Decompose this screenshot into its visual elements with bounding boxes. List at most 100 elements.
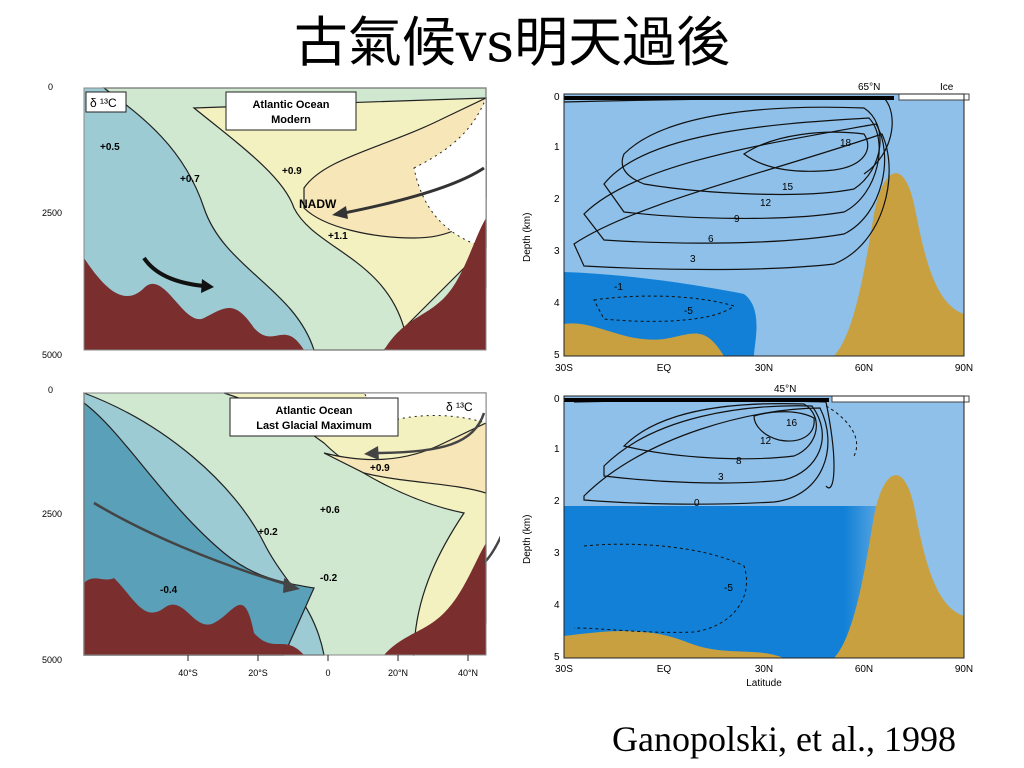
- contour-label: 8: [736, 456, 742, 467]
- latitude-marker: 45°N: [774, 384, 796, 395]
- overflow-contour: [825, 405, 858, 457]
- y-axis-label: Depth (km): [522, 515, 533, 564]
- slide-title: 古氣候vs明天過後: [293, 11, 731, 74]
- delta-label: δ ¹³C: [446, 400, 473, 414]
- title-box: [229, 397, 399, 437]
- sea-ice: [831, 395, 970, 403]
- y-tick: 3: [554, 246, 560, 257]
- deep-arrow: [93, 501, 290, 587]
- delta-label: δ ¹³C: [90, 96, 117, 110]
- contour-label: +1.1: [328, 231, 348, 242]
- y-tick: 0: [554, 394, 560, 405]
- contour-label: +0.6: [320, 505, 340, 516]
- y-tick: 1: [554, 142, 560, 153]
- y-tick-5000: 5000: [42, 350, 62, 360]
- streamfunction-contours: [563, 97, 893, 271]
- citation: Ganopolski, et al., 1998: [612, 719, 956, 759]
- seafloor-right: [384, 218, 486, 350]
- y-tick-2500: 2500: [42, 208, 62, 218]
- x-tick: 20°N: [388, 668, 408, 678]
- frame: [563, 93, 965, 357]
- x-tick: 30S: [555, 664, 573, 675]
- aabw-arrowhead: [201, 279, 214, 293]
- contour-label: 15: [782, 182, 794, 193]
- x-tick: 0: [325, 668, 330, 678]
- frame: [83, 87, 487, 351]
- contour-label: +0.9: [370, 463, 390, 474]
- y-tick: 4: [554, 298, 560, 309]
- x-tick: 30S: [555, 363, 573, 374]
- y-tick: 2: [554, 496, 560, 507]
- aabw-arrow: [142, 256, 205, 288]
- model-circulation-panel-bottom: Depth (km) 0 1 2 3 4 5 16 12 8: [518, 378, 988, 690]
- contour-label: 16: [786, 418, 798, 429]
- x-tick: EQ: [657, 664, 672, 675]
- y-tick-2500: 2500: [42, 509, 62, 519]
- contour-label: +0.2: [258, 527, 278, 538]
- topography-ridge: [834, 475, 964, 658]
- y-tick-0: 0: [48, 82, 53, 92]
- lgm-d13c-panel: 0 2500 5000 Atlantic Ocean Last Glacial …: [40, 383, 500, 693]
- contour-label: +0.5: [100, 142, 120, 153]
- x-tick: 60N: [855, 363, 873, 374]
- box-line2: Last Glacial Maximum: [256, 420, 372, 432]
- y-tick: 2: [554, 194, 560, 205]
- x-tick: 20°S: [248, 668, 268, 678]
- contour-label: -0.2: [320, 573, 338, 584]
- negative-contour: [573, 543, 748, 633]
- y-tick: 5: [554, 652, 560, 663]
- box-line1: Atlantic Ocean: [252, 99, 329, 111]
- topography-left: [564, 323, 724, 356]
- y-axis-label: Depth (km): [522, 213, 533, 262]
- y-tick: 4: [554, 600, 560, 611]
- y-tick: 3: [554, 548, 560, 559]
- topography-left: [564, 631, 784, 658]
- y-tick: 1: [554, 444, 560, 455]
- latitude-marker: 65°N: [858, 82, 880, 93]
- y-tick-5000: 5000: [42, 655, 62, 665]
- x-tick: 40°S: [178, 668, 198, 678]
- ice-label: Ice: [940, 82, 954, 93]
- x-tick: 40°N: [458, 668, 478, 678]
- seafloor-left: [84, 258, 304, 350]
- model-circulation-panel-top: Depth (km) 0 1 2 3 4 5 18 15 12 9 6 3 -1…: [518, 76, 988, 376]
- contour-label: 6: [708, 234, 714, 245]
- contour-label: -1: [614, 282, 623, 293]
- x-tick: 90N: [955, 363, 973, 374]
- sea-ice: [898, 93, 970, 101]
- nadw-label: NADW: [299, 197, 337, 211]
- y-tick: 5: [554, 350, 560, 361]
- y-tick: 0: [554, 92, 560, 103]
- contour-label: -5: [684, 306, 693, 317]
- side-arrow: [483, 535, 500, 564]
- contour-label: 18: [840, 138, 852, 149]
- topography-ridge: [834, 173, 964, 356]
- x-tick: EQ: [657, 363, 672, 374]
- x-tick: 90N: [955, 664, 973, 675]
- seafloor-left: [84, 578, 304, 655]
- frame: [563, 395, 965, 659]
- nadw-arrowhead: [332, 206, 348, 219]
- contour-label: 9: [734, 214, 740, 225]
- modern-d13c-panel: 0 2500 5000 δ ¹³C Atlantic Ocean Modern …: [40, 80, 500, 370]
- box-line1: Atlantic Ocean: [275, 405, 352, 417]
- x-axis-label: Latitude: [746, 678, 782, 689]
- contour-region-neg-0-2: [83, 401, 315, 656]
- delta-label-box: [85, 91, 127, 113]
- contour-label: 12: [760, 198, 772, 209]
- contour-label: -0.4: [160, 585, 178, 596]
- contour-label: 0: [694, 498, 700, 509]
- negative-contour: [593, 295, 736, 322]
- dotted-region: [413, 97, 487, 249]
- frame: [83, 392, 487, 656]
- x-tick: 60N: [855, 664, 873, 675]
- seafloor-right: [384, 543, 486, 655]
- title-box: [225, 91, 357, 131]
- contour-label: 3: [690, 254, 696, 265]
- contour-label: 3: [718, 472, 724, 483]
- contour-label: -5: [724, 583, 733, 594]
- contour-label: +0.7: [180, 174, 200, 185]
- contour-label: +0.9: [282, 166, 302, 177]
- gnaiw-arrow: [373, 412, 486, 455]
- x-tick: 30N: [755, 664, 773, 675]
